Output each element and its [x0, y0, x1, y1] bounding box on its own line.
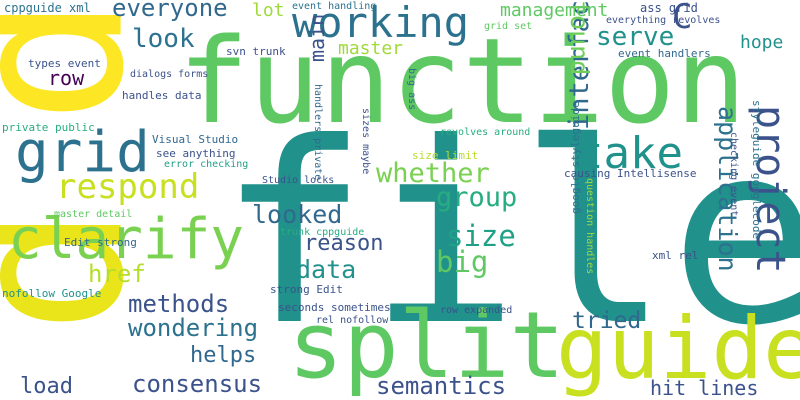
word: rel nofollow — [316, 315, 389, 326]
word: dialogs forms — [130, 69, 209, 80]
word: hit lines — [650, 376, 759, 400]
word: causing Intellisense — [564, 167, 697, 180]
word: data — [296, 255, 357, 284]
word: private public — [2, 121, 95, 134]
word: revolves around — [440, 127, 531, 138]
word: cppguide xml — [4, 1, 91, 15]
word: main — [305, 13, 329, 62]
word: nofollow Google — [2, 287, 102, 300]
word: sizes maybe — [360, 108, 371, 175]
word: tried — [572, 308, 642, 334]
word: event handling — [292, 1, 377, 12]
word: C — [672, 0, 693, 37]
word: event handlers — [618, 47, 711, 60]
word: group — [436, 182, 518, 213]
word: take — [577, 128, 683, 179]
word: types event — [28, 57, 101, 70]
word: row expanded — [440, 305, 513, 316]
word: question handles — [584, 178, 595, 275]
word: size limit — [412, 149, 479, 162]
word: reason — [304, 231, 384, 256]
word: guide — [556, 299, 800, 399]
word: load — [20, 374, 73, 399]
word: ass grid — [640, 1, 698, 15]
word: xml rel — [652, 249, 699, 262]
word: file — [218, 89, 800, 380]
word: serve — [596, 22, 675, 52]
word: grid set — [484, 21, 533, 32]
word: respond — [56, 167, 200, 207]
word: semantics — [376, 372, 507, 400]
word: svn trunk — [226, 45, 286, 58]
word: clarify — [8, 207, 245, 272]
word: checking event — [728, 132, 739, 217]
word: master detail — [54, 209, 133, 220]
word: strong Edit — [270, 283, 343, 296]
word: handlers private — [312, 84, 323, 181]
word: big ass — [406, 68, 417, 111]
word: Studio locks — [262, 175, 335, 186]
word: handles data — [122, 89, 202, 102]
word: see anything — [156, 147, 236, 160]
word: Visual Studio — [152, 133, 239, 146]
word: grid — [15, 120, 150, 185]
word: whether — [376, 158, 490, 189]
word: master — [338, 38, 404, 59]
word: row — [48, 66, 85, 90]
word: working — [292, 0, 470, 47]
word: styleguide googlecode — [750, 100, 763, 240]
word: management — [500, 0, 609, 21]
word: look — [132, 24, 195, 54]
word: trunk cppguide — [280, 227, 365, 238]
word: wondering — [128, 314, 259, 342]
word: methods — [128, 290, 230, 318]
word: looked — [252, 200, 343, 229]
word: seconds sometimes — [278, 301, 391, 314]
word: Edit strong — [64, 236, 137, 249]
word: function — [178, 12, 747, 150]
word: everyone — [112, 0, 228, 22]
word: size — [446, 219, 516, 253]
word: everything revolves — [606, 15, 721, 26]
word: hope — [740, 32, 784, 53]
word: lot — [252, 0, 285, 21]
word: error checking — [164, 159, 249, 170]
word: big — [436, 245, 489, 279]
word: href — [88, 260, 146, 288]
word: split — [288, 292, 565, 399]
word: consensus — [132, 370, 263, 398]
word: google styleguide — [569, 101, 582, 214]
word: helps — [190, 343, 257, 368]
